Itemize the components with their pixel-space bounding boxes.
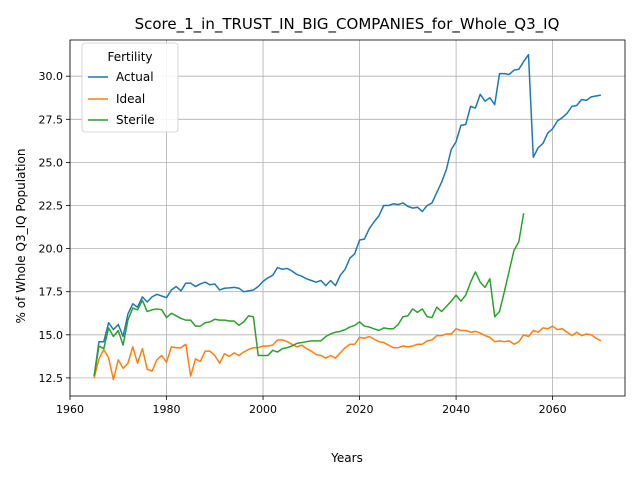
chart-title: Score_1_in_TRUST_IN_BIG_COMPANIES_for_Wh… [135, 15, 560, 34]
grid [69, 40, 625, 396]
y-axis-ticks: 12.5 15.0 17.5 20.0 22.5 25.0 27.5 30.0 [39, 70, 70, 385]
legend-box [81, 42, 179, 133]
y-tick-label: 30.0 [39, 70, 64, 83]
y-tick-label: 27.5 [39, 113, 64, 126]
x-tick-label: 2020 [346, 403, 374, 416]
x-tick-label: 2040 [442, 403, 470, 416]
y-axis-label: % of Whole Q3_IQ Population [14, 149, 28, 324]
y-tick-label: 22.5 [39, 200, 64, 213]
legend-title: Fertility [107, 50, 152, 64]
y-tick-label: 15.0 [39, 329, 64, 342]
plot-frame [69, 39, 626, 397]
x-tick-label: 1980 [153, 403, 181, 416]
series-layer [93, 53, 602, 381]
x-axis-label: Years [330, 451, 363, 465]
x-tick-label: 1960 [56, 403, 84, 416]
x-tick-label: 2060 [539, 403, 567, 416]
legend: Fertility Actual Ideal Sterile [81, 42, 179, 133]
y-tick-label: 17.5 [39, 286, 64, 299]
series-line-ideal [93, 325, 602, 381]
y-tick-label: 20.0 [39, 243, 64, 256]
series-line-sterile [93, 213, 525, 377]
x-tick-label: 2000 [249, 403, 277, 416]
y-tick-label: 12.5 [39, 372, 64, 385]
legend-label-ideal: Ideal [116, 92, 145, 106]
series-line-actual [93, 53, 602, 377]
x-axis-ticks: 1960 1980 2000 2020 2040 2060 [56, 396, 567, 416]
y-tick-label: 25.0 [39, 156, 64, 169]
legend-label-sterile: Sterile [116, 113, 155, 127]
legend-label-actual: Actual [116, 70, 154, 84]
